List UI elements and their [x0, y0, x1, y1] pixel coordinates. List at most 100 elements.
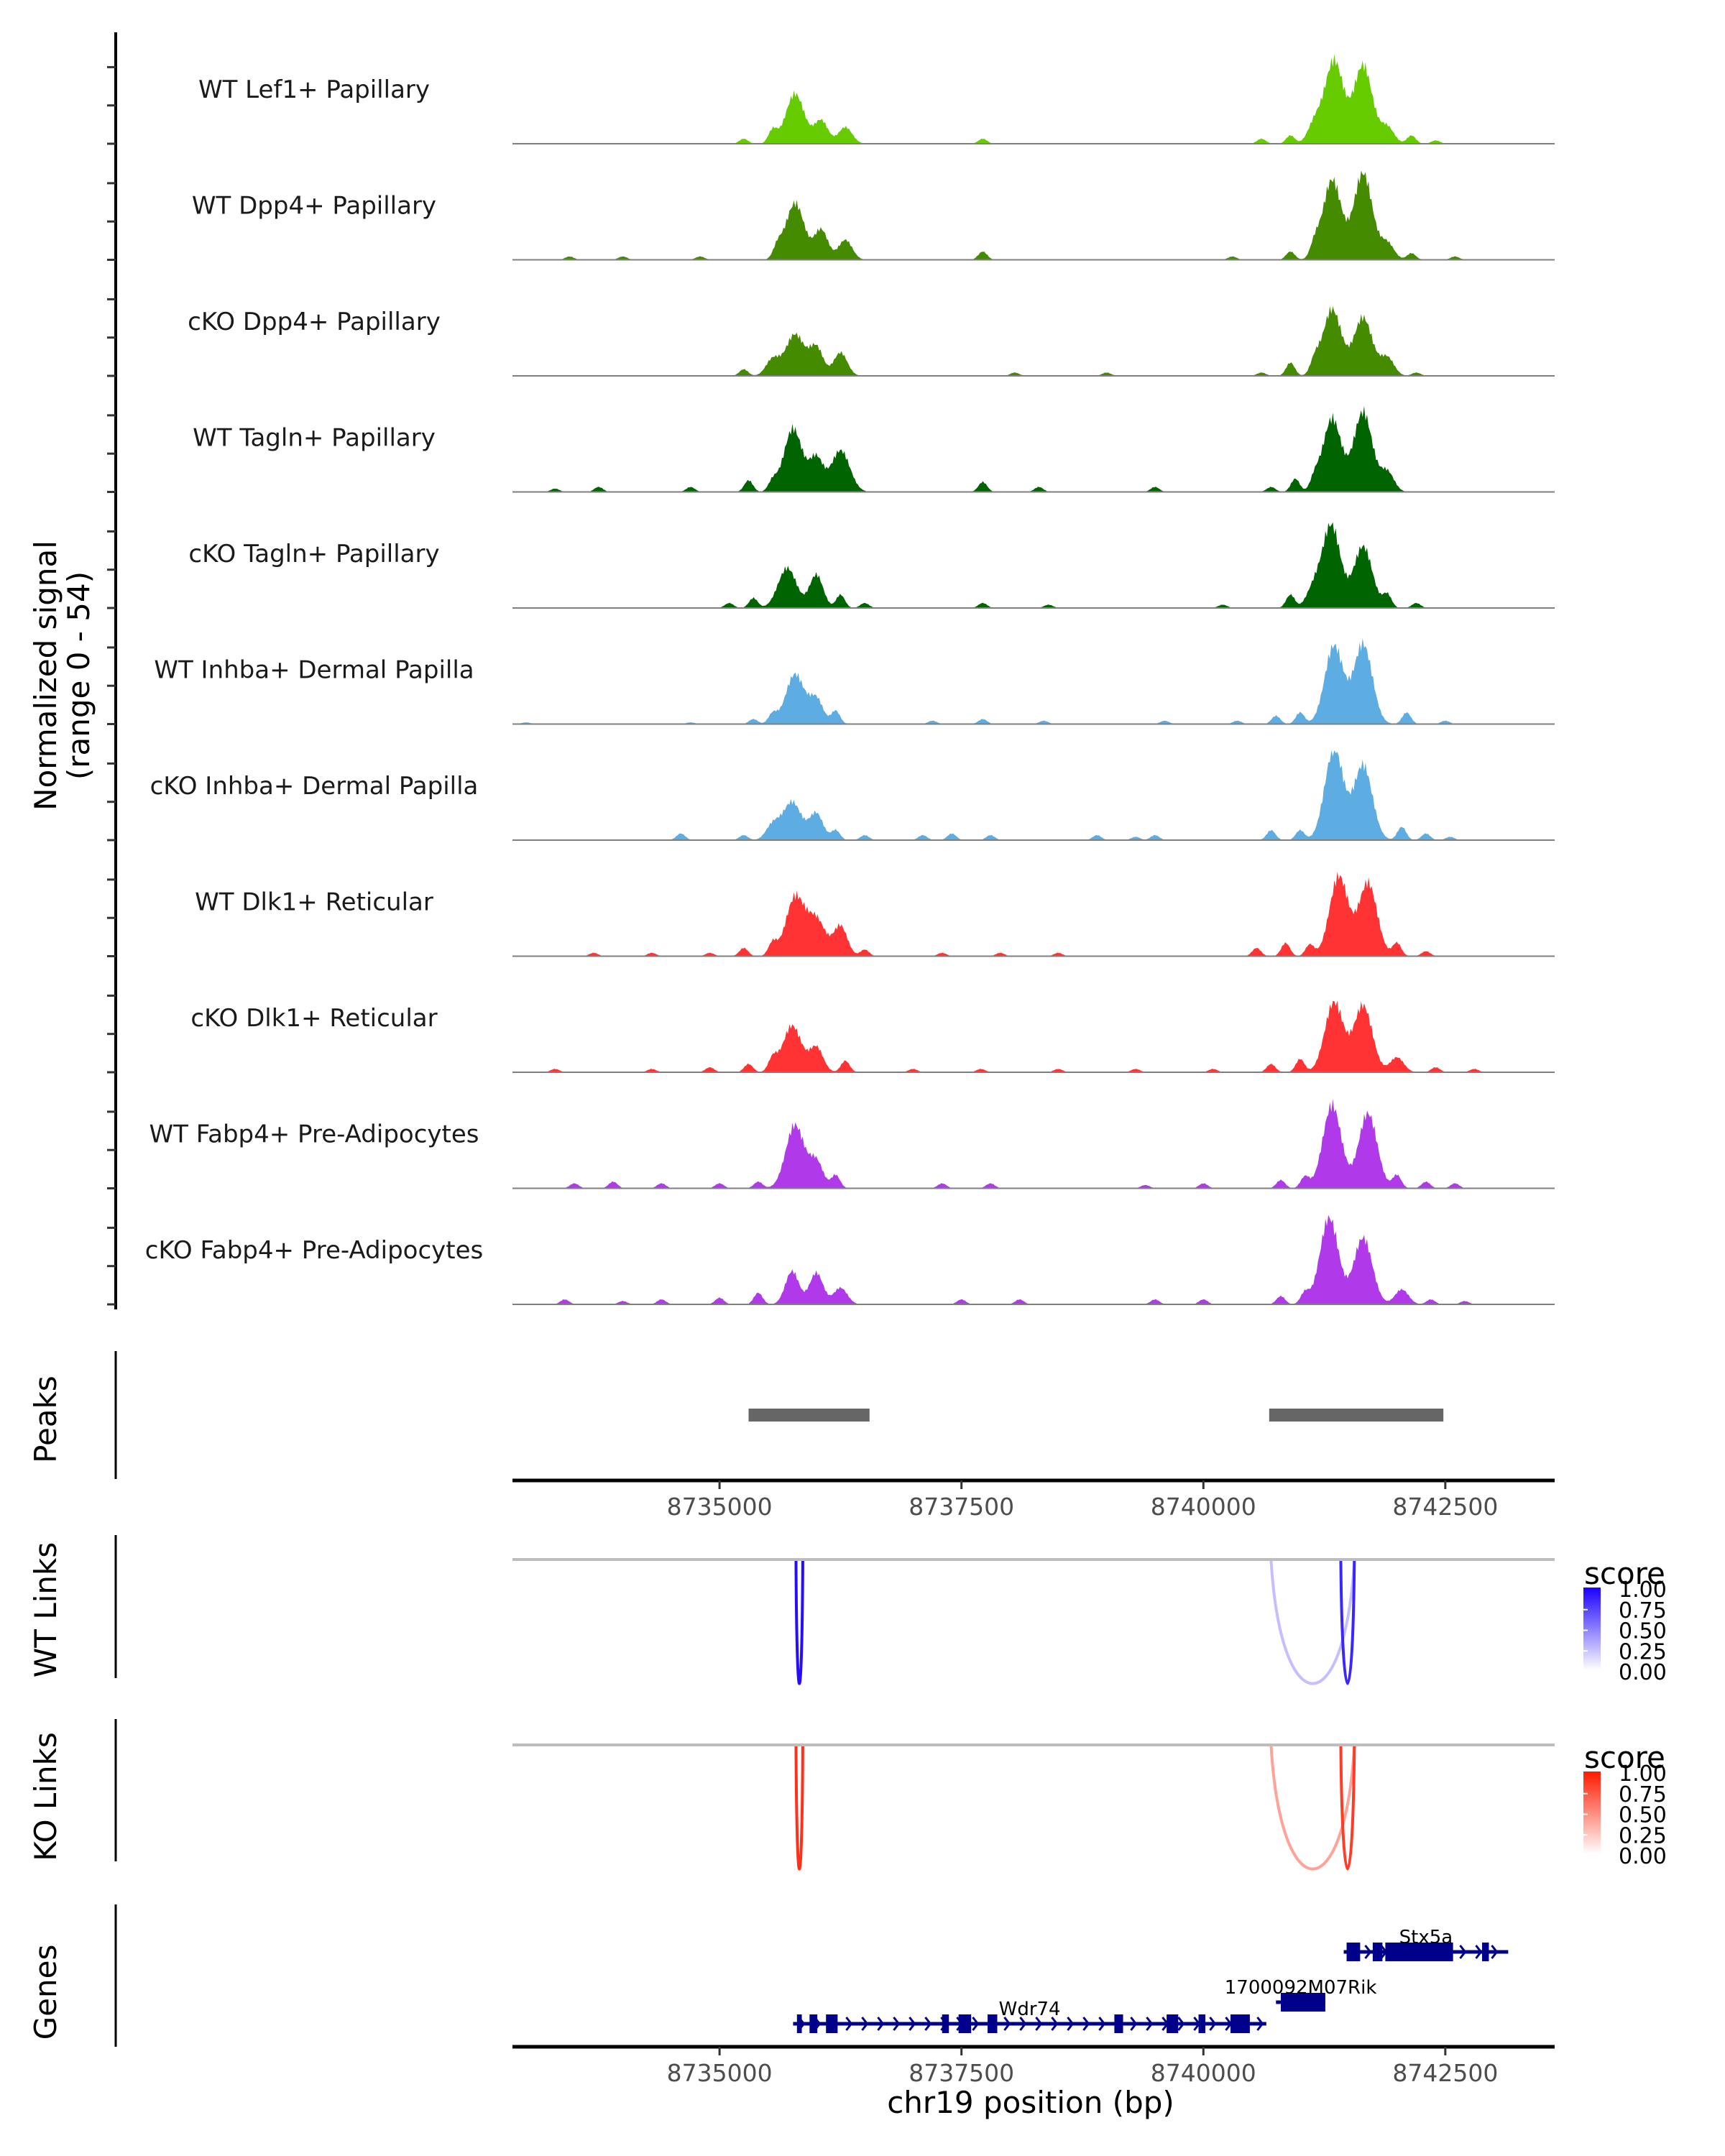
strand-arrow-icon: [877, 2017, 885, 2031]
gene-exon: [1167, 2014, 1179, 2033]
gene-exon: [1114, 2014, 1123, 2033]
strand-arrow-icon: [1475, 1945, 1483, 1959]
strand-arrow-icon: [1035, 2017, 1043, 2031]
svg-text:Peaks: Peaks: [28, 1376, 63, 1463]
strand-arrow-icon: [893, 2017, 901, 2031]
gene-exon: [1372, 1943, 1383, 1961]
legend-tick-label: 0.00: [1619, 1660, 1667, 1685]
x-tick-label: 8740000: [1151, 2059, 1256, 2087]
peak-region: [748, 1409, 870, 1422]
coverage-track: WT Dpp4+ Papillary: [192, 170, 1555, 261]
legend-tick-label: 0.25: [1619, 1823, 1667, 1848]
coverage-y-ticks: [107, 65, 116, 1306]
gene-exon: [796, 2014, 802, 2033]
coverage-track-label: cKO Dpp4+ Papillary: [188, 308, 441, 336]
svg-text:WT Links: WT Links: [28, 1542, 63, 1677]
legend-tick-label: 0.75: [1619, 1598, 1667, 1623]
link-arc: [1269, 1746, 1356, 1871]
strand-arrow-icon: [1051, 2017, 1059, 2031]
strand-arrow-icon: [1082, 2017, 1090, 2031]
strand-arrow-icon: [1098, 2017, 1106, 2031]
coverage-area: [512, 1215, 1555, 1304]
peak-region: [1269, 1409, 1444, 1422]
legend-tick-label: 0.50: [1619, 1619, 1667, 1644]
strand-arrow-icon: [1019, 2017, 1027, 2031]
gene-exon: [826, 2014, 838, 2033]
strand-arrow-icon: [1459, 1945, 1467, 1959]
gene-model: Stx5a: [1343, 1927, 1509, 1961]
coverage-track-label: WT Tagln+ Papillary: [193, 424, 436, 453]
coverage-track: WT Lef1+ Papillary: [198, 54, 1555, 144]
strand-arrow-icon: [924, 2017, 932, 2031]
link-arc: [1339, 1560, 1356, 1685]
strand-arrow-icon: [1364, 1945, 1372, 1959]
wt-links-legend: score 1.000.750.500.250.00: [1583, 1556, 1667, 1685]
gene-exon: [809, 2014, 818, 2033]
coverage-area: [512, 522, 1555, 608]
x-tick-label: 8742500: [1392, 2059, 1498, 2087]
coverage-track: WT Dlk1+ Reticular: [195, 871, 1555, 957]
wt-legend-title: score: [1584, 1556, 1665, 1591]
gene-exon: [1198, 2014, 1205, 2033]
strand-arrow-icon: [1491, 1945, 1499, 1959]
strand-arrow-icon: [1209, 2017, 1217, 2031]
coverage-track-label: WT Fabp4+ Pre-Adipocytes: [150, 1120, 479, 1149]
legend-tick-label: 0.25: [1619, 1639, 1667, 1664]
legend-tick-label: 0.00: [1619, 1844, 1667, 1869]
ko-links: [794, 1746, 1356, 1871]
legend-tick-label: 0.50: [1619, 1803, 1667, 1828]
legend-tick-label: 1.00: [1619, 1761, 1667, 1787]
y-axis-title-line2: (range 0 - 54): [61, 571, 96, 780]
strand-arrow-icon: [1256, 2017, 1264, 2031]
coverage-area: [512, 170, 1555, 260]
ko-legend-title: score: [1584, 1740, 1665, 1775]
link-arc: [1339, 1746, 1356, 1871]
coverage-area: [512, 406, 1555, 492]
coverage-area: [512, 871, 1555, 957]
coverage-area: [512, 750, 1555, 840]
gene-exon: [1280, 1993, 1325, 2012]
coverage-area: [512, 1099, 1555, 1189]
gene-exon: [1230, 2014, 1250, 2033]
coverage-track-label: WT Inhba+ Dermal Papilla: [154, 656, 474, 685]
coverage-track: WT Tagln+ Papillary: [193, 406, 1555, 493]
link-arc: [1269, 1560, 1356, 1685]
coverage-track: cKO Dlk1+ Reticular: [190, 1000, 1555, 1073]
svg-text:Genes: Genes: [28, 1945, 63, 2040]
gene-exon: [988, 2014, 998, 2033]
coverage-track-label: WT Lef1+ Papillary: [198, 75, 430, 104]
strand-arrow-icon: [1003, 2017, 1011, 2031]
coverage-track: cKO Fabp4+ Pre-Adipocytes: [145, 1215, 1555, 1305]
coverage-track-label: WT Dlk1+ Reticular: [195, 888, 433, 917]
strand-arrow-icon: [1177, 2017, 1185, 2031]
gene-exon: [942, 2014, 949, 2033]
genes-track-label: Genes: [28, 1945, 63, 2040]
link-arc: [794, 1560, 804, 1685]
x-tick-label: 8735000: [667, 2059, 773, 2087]
gene-exon: [958, 2014, 972, 2033]
coverage-track-label: cKO Dlk1+ Reticular: [190, 1004, 437, 1033]
coverage-track-label: cKO Tagln+ Papillary: [188, 540, 439, 568]
genes: Stx5a 1700092M07Rik Wdr74: [793, 1927, 1509, 2033]
coverage-track: WT Fabp4+ Pre-Adipocytes: [150, 1099, 1555, 1189]
coverage-area: [512, 638, 1555, 724]
coverage-track: WT Inhba+ Dermal Papilla: [154, 638, 1555, 725]
gene-label: Wdr74: [999, 1999, 1061, 2020]
gene-exon: [1482, 1943, 1489, 1961]
wt-links: [794, 1560, 1356, 1685]
strand-arrow-icon: [1067, 2017, 1075, 2031]
wt-links-track-label: WT Links: [28, 1542, 63, 1677]
x-tick-label: 8737500: [908, 2059, 1014, 2087]
peaks-track-label: Peaks: [28, 1376, 63, 1463]
strand-arrow-icon: [861, 2017, 869, 2031]
x-tick-label: 8737500: [908, 1493, 1014, 1521]
coverage-track-label: WT Dpp4+ Papillary: [192, 192, 436, 221]
strand-arrow-icon: [1130, 2017, 1138, 2031]
legend-tick-label: 0.75: [1619, 1782, 1667, 1807]
strand-arrow-icon: [908, 2017, 916, 2031]
gene-label: Stx5a: [1399, 1927, 1453, 1948]
coverage-tracks: WT Lef1+ Papillary WT Dpp4+ Papillary cKO …: [145, 54, 1555, 1305]
gene-label: 1700092M07Rik: [1225, 1977, 1377, 1999]
strand-arrow-icon: [845, 2017, 853, 2031]
